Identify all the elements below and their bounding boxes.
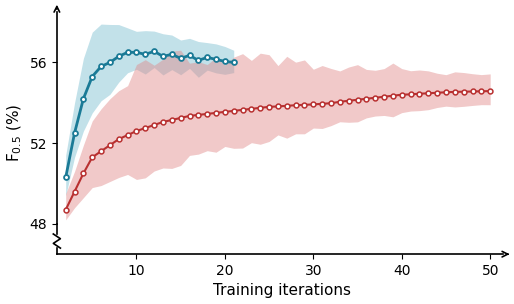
X-axis label: Training iterations: Training iterations	[213, 283, 352, 299]
Y-axis label: $\mathrm{F}_{0.5}$ (%): $\mathrm{F}_{0.5}$ (%)	[6, 104, 24, 162]
